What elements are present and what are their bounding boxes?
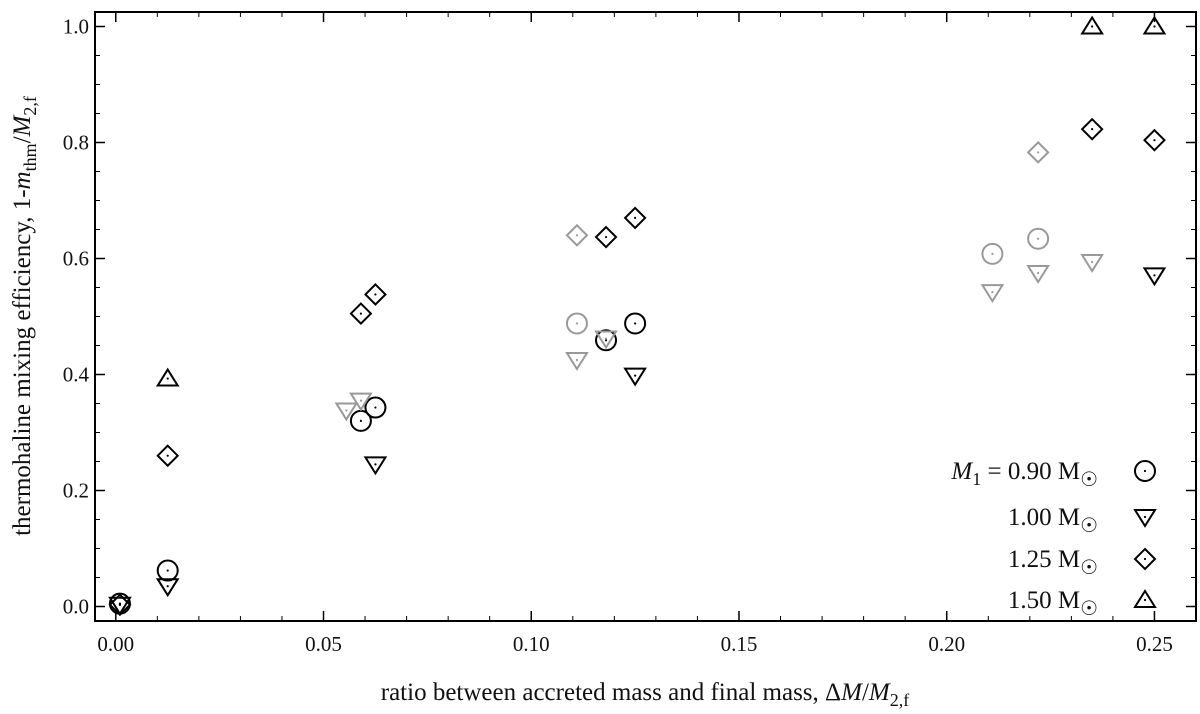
legend-label: 1.50 M☉ — [1008, 587, 1098, 620]
legend: M1 = 0.90 M☉ 1.00 M☉ 1.25 M☉ 1.50 M☉ — [950, 458, 1157, 620]
point-triangle-down — [980, 284, 1005, 304]
point-triangle-down — [1026, 265, 1050, 284]
point-triangle-up — [1080, 15, 1104, 35]
point-circle — [565, 312, 588, 335]
ticks — [95, 12, 1196, 621]
x-tick-label: 0.25 — [1136, 632, 1173, 656]
legend-entry: M1 = 0.90 M☉ — [950, 458, 1156, 491]
legend-label: 1.25 M☉ — [1008, 546, 1098, 579]
legend-label: M1 = 0.90 M☉ — [950, 458, 1098, 491]
point-triangle-down — [1142, 267, 1167, 287]
point-triangle-down — [349, 392, 373, 412]
point-triangle-down — [565, 352, 589, 371]
point-triangle-up — [1142, 15, 1167, 35]
y-tick-label: 0.2 — [63, 479, 89, 503]
data-marks — [108, 15, 1167, 617]
legend-entry: 1.00 M☉ — [1008, 504, 1157, 537]
tick-labels: 0.00 0.05 0.10 0.15 0.20 0.25 0.0 0.2 0.4 0.6 0.8 1… — [63, 15, 1173, 657]
point-triangle-down — [334, 402, 359, 422]
y-tick-label: 0.8 — [63, 131, 89, 155]
point-circle — [1027, 227, 1050, 250]
x-tick-label: 0.15 — [721, 632, 758, 656]
y-tick-label: 0.6 — [63, 247, 89, 271]
point-diamond — [623, 206, 647, 230]
y-tick-label: 1.0 — [63, 15, 89, 39]
point-diamond — [1080, 117, 1104, 141]
point-triangle-down — [155, 578, 180, 598]
point-triangle-up — [155, 367, 180, 387]
legend-entry: 1.50 M☉ — [1008, 587, 1157, 620]
y-tick-label: 0.4 — [63, 363, 90, 387]
point-diamond — [594, 225, 618, 249]
point-diamond — [565, 223, 589, 247]
x-tick-label: 0.00 — [97, 632, 134, 656]
x-tick-label: 0.05 — [305, 632, 342, 656]
point-diamond — [349, 302, 373, 326]
point-triangle-down — [1080, 253, 1104, 273]
legend-marker-diamond — [1133, 547, 1157, 571]
point-diamond — [1143, 128, 1166, 152]
y-tick-label: 0.0 — [63, 595, 89, 619]
x-axis-label: ratio between accreted mass and final ma… — [381, 679, 909, 710]
point-triangle-down — [363, 456, 388, 476]
point-diamond — [1026, 140, 1050, 164]
legend-label: 1.00 M☉ — [1008, 504, 1098, 537]
point-circle — [156, 559, 179, 582]
point-circle — [364, 396, 387, 419]
point-diamond — [108, 593, 132, 617]
point-circle — [624, 312, 647, 335]
legend-marker-triangle-down — [1133, 509, 1157, 528]
y-axis-label: thermohaline mixing efficiency, 1-mthm/M… — [9, 96, 40, 536]
x-tick-label: 0.10 — [513, 632, 550, 656]
point-circle — [595, 329, 618, 352]
point-circle — [981, 242, 1004, 265]
point-diamond — [364, 283, 387, 306]
legend-marker-triangle-up — [1133, 589, 1157, 608]
legend-marker-circle — [1134, 460, 1156, 482]
x-tick-label: 0.20 — [928, 632, 965, 656]
point-triangle-down — [594, 330, 618, 350]
legend-entry: 1.25 M☉ — [1008, 546, 1157, 579]
point-diamond — [156, 444, 180, 468]
point-triangle-down — [623, 367, 647, 387]
